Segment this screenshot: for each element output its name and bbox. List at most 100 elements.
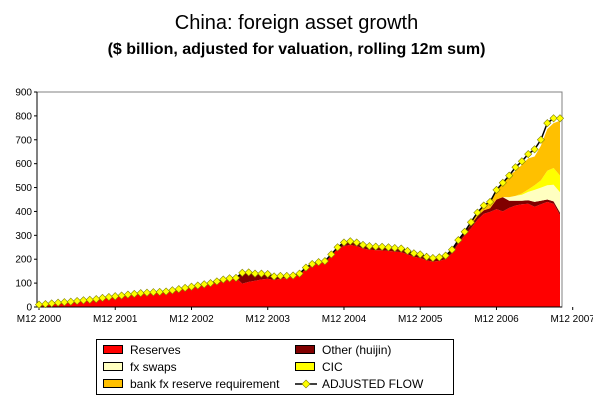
x-tick-label: M12 2001 (93, 314, 138, 325)
adjusted-flow-point (422, 252, 431, 261)
adjusted-flow-point (371, 242, 380, 251)
adjusted-flow-point (441, 251, 450, 260)
adjusted-flow-point (460, 227, 469, 236)
adjusted-flow-point (85, 295, 94, 304)
adjusted-flow-point (390, 243, 399, 253)
x-tick-label: M12 2000 (17, 314, 62, 325)
adjusted-flow-point (403, 246, 412, 255)
adjusted-flow-point (142, 288, 152, 297)
legend-label: fx swaps (130, 360, 177, 374)
y-tick-label: 300 (15, 231, 32, 242)
adjusted-flow-point (346, 237, 355, 246)
adjusted-flow-point (47, 299, 56, 308)
legend-swatch-adjusted-flow (295, 379, 317, 389)
adjusted-flow-point (60, 298, 69, 307)
adjusted-flow-point (244, 268, 253, 277)
adjusted-flow-point (333, 243, 342, 252)
x-tick-label: M12 2004 (322, 314, 367, 325)
adjusted-flow-point (428, 253, 437, 263)
legend-swatch (103, 379, 123, 388)
adjusted-flow-point (282, 271, 291, 280)
x-tick-label: M12 2002 (169, 314, 214, 325)
y-tick-label: 600 (15, 159, 32, 170)
legend-label: bank fx reserve requirement (130, 377, 280, 391)
adjusted-flow-point (263, 269, 272, 279)
adjusted-flow-point (111, 292, 120, 301)
adjusted-flow-point (492, 185, 501, 194)
y-tick-label: 400 (15, 207, 32, 218)
adjusted-flow-point (454, 236, 463, 245)
legend-swatch (295, 362, 315, 371)
adjusted-flow-point (397, 244, 406, 253)
y-tick-label: 100 (15, 279, 32, 290)
chart-legend: Reserves Other (huijin) fx swaps CIC bank fx… (96, 339, 454, 395)
chart-title: China: foreign asset growth (174, 12, 419, 34)
adjusted-flow-point (250, 269, 260, 278)
adjusted-flow-point (530, 145, 539, 154)
adjusted-flow-point (66, 297, 75, 306)
adjusted-flow-point (130, 289, 139, 298)
adjusted-flow-point (117, 291, 126, 300)
adjusted-flow-point (98, 293, 107, 302)
adjusted-flow-point (238, 268, 247, 277)
chart-subtitle: ($ billion, adjusted for valuation, roll… (107, 41, 486, 58)
adjusted-flow-point (206, 279, 215, 288)
adjusted-flow-point (289, 271, 298, 280)
adjusted-flow-point (257, 269, 266, 278)
adjusted-flow-point (136, 289, 145, 298)
legend-label: ADJUSTED FLOW (322, 377, 424, 391)
adjusted-flow-point (549, 114, 558, 123)
adjusted-flow-point (517, 157, 526, 166)
adjusted-flow-point (54, 298, 63, 307)
y-tick-label: 700 (15, 135, 32, 146)
adjusted-flow-point (79, 296, 88, 305)
adjusted-flow-point (409, 249, 418, 258)
x-tick-label: M12 2005 (398, 314, 443, 325)
legend-swatch (295, 345, 315, 354)
x-tick-label: M12 2006 (474, 314, 519, 325)
area-reserves (39, 201, 560, 307)
adjusted-flow-point (543, 119, 552, 128)
adjusted-flow-point (466, 218, 476, 227)
adjusted-flow-point (295, 269, 304, 278)
x-tick-label: M12 2007 (550, 314, 593, 325)
adjusted-flow-point (123, 290, 132, 299)
legend-swatch (103, 362, 123, 371)
adjusted-flow-point (320, 257, 329, 266)
adjusted-flow-point (505, 171, 514, 180)
adjusted-flow-point (435, 253, 444, 262)
adjusted-flow-point (73, 296, 82, 306)
adjusted-flow-point (308, 259, 317, 269)
adjusted-flow-point (555, 114, 565, 123)
adjusted-flow-point (524, 150, 533, 159)
area-other-huijin (39, 197, 560, 305)
adjusted-flow-point (384, 243, 393, 252)
adjusted-flow-point (41, 300, 50, 309)
adjusted-flow-point (225, 274, 234, 283)
adjusted-flow-point (447, 245, 457, 254)
adjusted-flow-point (511, 163, 520, 172)
adjusted-flow-point (212, 277, 221, 286)
adjusted-flow-point (104, 292, 113, 302)
x-tick-label: M12 2003 (245, 314, 290, 325)
adjusted-flow-point (498, 178, 507, 187)
adjusted-flow-point (276, 271, 285, 280)
legend-label: CIC (322, 360, 343, 374)
adjusted-flow-point (314, 258, 323, 267)
adjusted-flow-point (365, 242, 374, 251)
adjusted-flow-point (352, 238, 361, 247)
adjusted-flow-point (34, 300, 44, 309)
adjusted-flow-point (327, 250, 336, 259)
legend-label: Reserves (130, 343, 181, 357)
y-tick-label: 200 (15, 255, 32, 266)
adjusted-flow-point (378, 242, 387, 251)
adjusted-flow-point (270, 272, 279, 281)
adjusted-flow-point (486, 197, 495, 206)
adjusted-flow-point (231, 273, 241, 282)
adjusted-flow-point (536, 135, 545, 144)
adjusted-flow-point (149, 288, 158, 297)
adjusted-flow-point (301, 263, 310, 272)
adjusted-flow-point (155, 287, 164, 297)
adjusted-flow-point (473, 208, 482, 217)
